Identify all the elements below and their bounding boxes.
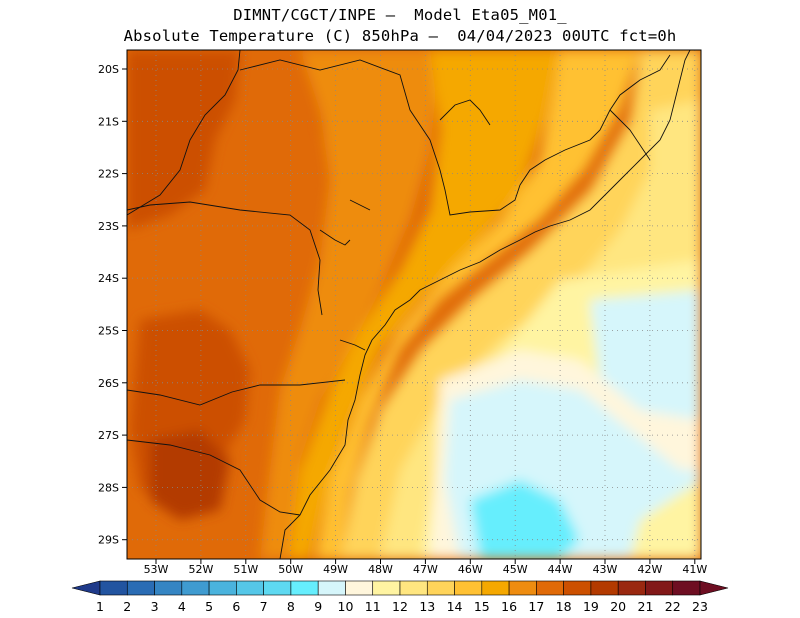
temperature-field (127, 50, 701, 559)
colorbar-swatch (399, 580, 428, 596)
colorbar-swatch (236, 580, 264, 596)
lat-label: 21S (98, 115, 119, 128)
colorbar-swatch (372, 580, 401, 596)
graticule (127, 50, 701, 559)
colorbar-label: 2 (123, 599, 131, 614)
colorbar-label: 11 (365, 599, 381, 614)
lon-label: 49W (323, 563, 348, 576)
lat-label: 27S (98, 429, 119, 442)
colorbar-swatch (154, 580, 183, 596)
colorbar-swatch (181, 580, 210, 596)
colorbar-label: 5 (205, 599, 213, 614)
colorbar-swatch (71, 580, 101, 596)
colorbar-label: 23 (692, 599, 708, 614)
longitude-labels: 53W 52W 51W 50W 49W 48W 47W 46W 45W 44W 43W 42W 41W (144, 563, 708, 576)
colorbar-label: 16 (501, 599, 517, 614)
lon-label: 42W (637, 563, 662, 576)
colorbar-swatch (290, 580, 319, 596)
lon-label: 48W (368, 563, 393, 576)
lon-label: 50W (278, 563, 303, 576)
lon-label: 53W (144, 563, 169, 576)
colorbar-label: 17 (528, 599, 544, 614)
colorbar-swatch (699, 580, 729, 596)
colorbar-label: 1 (96, 599, 104, 614)
colorbar-label: 6 (232, 599, 240, 614)
colorbar-label: 7 (260, 599, 268, 614)
colorbar-swatch (590, 580, 619, 596)
colorbar-label: 21 (638, 599, 654, 614)
lon-label: 46W (458, 563, 483, 576)
lon-label: 47W (413, 563, 438, 576)
lat-label: 24S (98, 272, 119, 285)
lat-label: 22S (98, 168, 119, 181)
latitude-labels: 20S 21S 22S 23S 24S 25S 26S 27S 28S 29S (98, 63, 119, 547)
colorbar-label: 12 (392, 599, 408, 614)
lon-label: 51W (233, 563, 258, 576)
colorbar-swatch (672, 580, 701, 596)
colorbar-swatch (645, 580, 674, 596)
lon-label: 52W (188, 563, 213, 576)
colorbar-label: 4 (178, 599, 186, 614)
colorbar-label: 3 (151, 599, 159, 614)
colorbar-swatch (426, 580, 455, 596)
lat-label: 26S (98, 377, 119, 390)
colorbar-label: 9 (314, 599, 322, 614)
colorbar-label: 18 (556, 599, 572, 614)
lon-label: 45W (503, 563, 528, 576)
colorbar-swatch (126, 580, 155, 596)
lat-label: 28S (98, 481, 119, 494)
colorbar-swatch (99, 580, 128, 596)
map-title-line2: Absolute Temperature (C) 850hPa — 04/04/… (123, 27, 677, 45)
lat-label: 29S (98, 534, 119, 547)
colorbar-swatch (481, 580, 510, 596)
colorbar-label: 22 (665, 599, 681, 614)
colorbar-swatch (208, 580, 237, 596)
lon-label: 41W (682, 563, 707, 576)
colorbar-swatch (536, 580, 564, 596)
colorbar-label: 20 (610, 599, 626, 614)
colorbar-swatch (617, 580, 646, 596)
colorbar-swatch (563, 580, 592, 596)
colorbar-label: 19 (583, 599, 599, 614)
map-title-line1: DIMNT/CGCT/INPE — Model Eta05_M01_ (233, 6, 567, 24)
colorbar-label: 13 (419, 599, 435, 614)
lon-label: 44W (548, 563, 573, 576)
lat-label: 20S (98, 63, 119, 76)
borders (127, 50, 691, 559)
colorbar-label: 15 (474, 599, 490, 614)
map-frame (126, 49, 702, 560)
colorbar-swatch (345, 580, 374, 596)
lat-label: 25S (98, 325, 119, 338)
colorbar-swatch (508, 580, 537, 596)
colorbar-label: 8 (287, 599, 295, 614)
colorbar-swatch (454, 580, 483, 596)
colorbar-label: 14 (447, 599, 463, 614)
colorbar-swatch (263, 580, 292, 596)
colorbar-label: 10 (338, 599, 354, 614)
lon-label: 43W (593, 563, 618, 576)
lat-label: 23S (98, 220, 119, 233)
colorbar-swatch (317, 580, 346, 596)
